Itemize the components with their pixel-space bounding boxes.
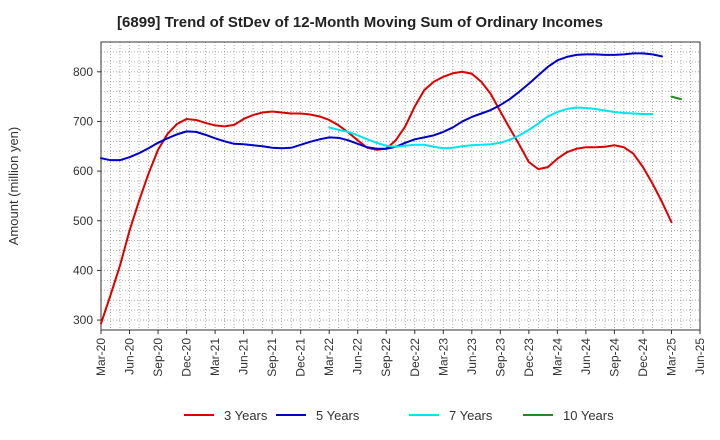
grid-layer (101, 42, 700, 330)
series-line-7-years (328, 106, 654, 150)
x-tick-label: Sep-22 (379, 338, 393, 377)
legend-label-5-years: 5 Years (316, 408, 360, 423)
series-line-10-years (670, 95, 682, 101)
x-tick-label: Mar-20 (94, 338, 108, 376)
x-tick-label: Dec-22 (408, 338, 422, 377)
x-tick-label: Dec-23 (522, 338, 536, 377)
chart-title: [6899] Trend of StDev of 12-Month Moving… (117, 14, 603, 31)
legend-label-3-years: 3 Years (224, 408, 268, 423)
y-tick-label: 300 (73, 313, 93, 327)
x-tick-label: Jun-22 (351, 338, 365, 375)
x-tick-label: Mar-24 (550, 338, 564, 376)
x-tick-label: Jun-23 (465, 338, 479, 375)
y-tick-label: 500 (73, 214, 93, 228)
y-tick-label: 700 (73, 114, 93, 128)
plot-background (101, 42, 700, 330)
x-tick-label: Sep-20 (151, 338, 165, 377)
series-line-5-years (100, 52, 663, 162)
x-tick-label: Mar-22 (322, 338, 336, 376)
x-tick-label: Sep-23 (493, 338, 507, 377)
series-layer (100, 52, 682, 325)
legend-label-7-years: 7 Years (449, 408, 493, 423)
x-tick-label: Mar-21 (208, 338, 222, 376)
x-tick-label: Dec-24 (636, 338, 650, 377)
legend: 3 Years 5 Years 7 Years 10 Years (184, 408, 614, 423)
x-tick-label: Dec-21 (294, 338, 308, 377)
legend-label-10-years: 10 Years (563, 408, 614, 423)
y-tick-label: 800 (73, 65, 93, 79)
x-tick-label: Sep-24 (607, 338, 621, 377)
x-tick-label: Jun-25 (693, 338, 707, 375)
x-tick-label: Jun-21 (237, 338, 251, 375)
axes-layer: 300 400 500 600 700 800 Mar-20 Jun-20 Sep-20 Dec-… (6, 41, 707, 377)
y-tick-label: 600 (73, 164, 93, 178)
x-tick-label: Jun-24 (579, 338, 593, 375)
plot-frame (100, 41, 701, 331)
x-tick-label: Dec-20 (180, 338, 194, 377)
y-tick-label: 400 (73, 263, 93, 277)
x-tick-label: Mar-25 (664, 338, 678, 376)
x-tick-label: Mar-23 (436, 338, 450, 376)
x-tick-label: Jun-20 (123, 338, 137, 375)
x-tick-label: Sep-21 (265, 338, 279, 377)
y-axis-label: Amount (million yen) (6, 127, 21, 246)
